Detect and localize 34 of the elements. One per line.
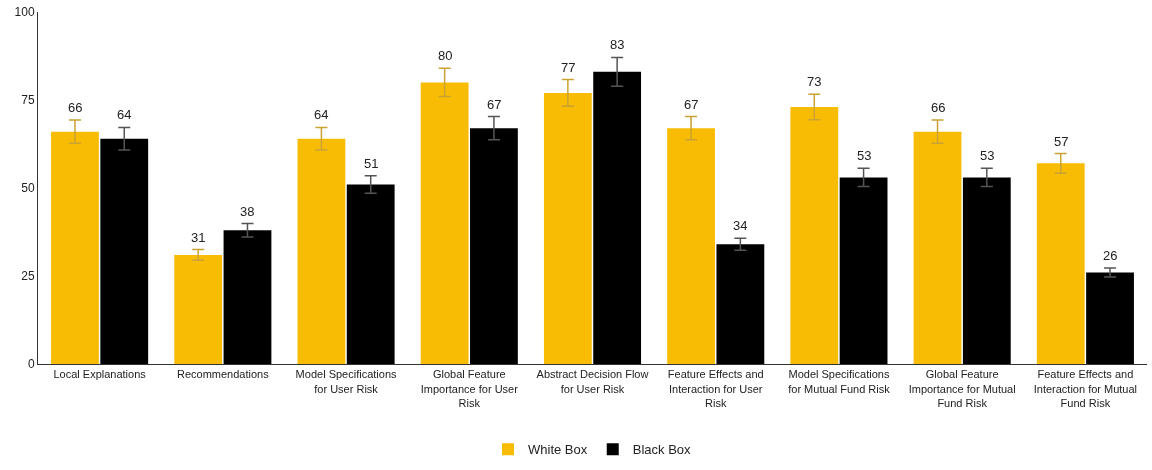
x-tick-label: Global Feature Importance for User Risk bbox=[420, 368, 519, 409]
x-tick-label: Local Explanations bbox=[53, 368, 147, 381]
x-tick-label: Recommendations bbox=[176, 368, 270, 381]
x-tick-label: Model Specifications for User Risk bbox=[295, 368, 397, 395]
y-tick-label: 0 bbox=[27, 357, 35, 372]
data-label: 66 bbox=[931, 100, 946, 115]
data-label: 64 bbox=[314, 107, 329, 122]
data-label: 83 bbox=[610, 37, 625, 52]
data-label: 34 bbox=[733, 218, 748, 233]
data-label: 77 bbox=[561, 60, 576, 75]
x-tick-label: Feature Effects and Interaction for User Risk bbox=[667, 368, 764, 409]
x-tick-label: Global Feature Importance for Mutual Fund Risk bbox=[908, 368, 1016, 409]
data-label: 57 bbox=[1054, 134, 1069, 149]
data-label: 53 bbox=[857, 148, 872, 163]
data-label: 80 bbox=[438, 48, 453, 63]
data-label: 73 bbox=[807, 74, 822, 89]
legend-label: Black Box bbox=[632, 442, 692, 458]
data-label: 66 bbox=[68, 100, 83, 115]
y-tick-label: 75 bbox=[21, 93, 35, 108]
data-label: 38 bbox=[240, 204, 255, 219]
data-label: 53 bbox=[980, 148, 995, 163]
y-tick-label: 50 bbox=[21, 181, 35, 196]
y-tick-label: 25 bbox=[21, 269, 35, 284]
y-tick-label: 100 bbox=[14, 5, 35, 20]
data-label: 67 bbox=[487, 97, 502, 112]
data-label: 64 bbox=[117, 107, 132, 122]
legend-label: White Box bbox=[528, 442, 588, 458]
x-tick-label: Model Specifications for Mutual Fund Risk bbox=[788, 368, 891, 395]
data-label: 51 bbox=[364, 156, 379, 171]
data-label: 67 bbox=[684, 97, 699, 112]
x-tick-label: Abstract Decision Flow for User Risk bbox=[536, 368, 649, 395]
data-label: 31 bbox=[191, 230, 206, 245]
data-label: 26 bbox=[1103, 248, 1118, 263]
x-tick-label: Feature Effects and Interaction for Mutual Fund Risk bbox=[1033, 368, 1138, 409]
